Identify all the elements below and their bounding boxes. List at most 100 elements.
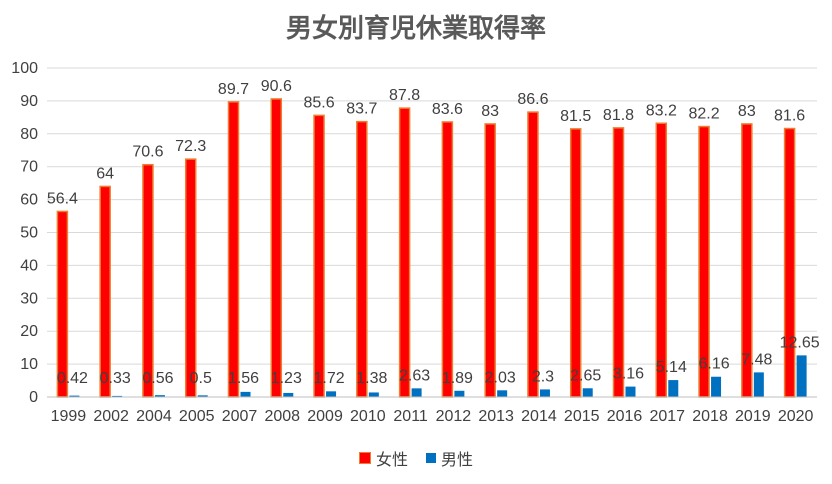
data-label-male: 2.3 [532, 368, 554, 385]
bar-female [655, 122, 668, 398]
data-label-female: 83 [738, 103, 756, 120]
bar-female [527, 111, 539, 398]
data-label-male: 0.42 [57, 370, 88, 387]
data-label-female: 85.6 [303, 94, 334, 111]
x-tick-label: 2007 [222, 408, 258, 425]
x-tick-label: 2012 [436, 408, 472, 425]
data-label-female: 64 [96, 165, 114, 182]
x-tick-label: 2014 [521, 408, 557, 425]
data-label-male: 1.56 [228, 370, 259, 387]
bar-male [582, 388, 593, 397]
bar-male [753, 372, 764, 397]
x-tick-label: 2017 [649, 408, 685, 425]
data-label-male: 1.38 [356, 370, 387, 387]
data-label-female: 87.8 [389, 87, 420, 104]
bar-female [783, 127, 796, 398]
x-tick-label: 2016 [607, 408, 643, 425]
bar-female [227, 101, 240, 398]
data-label-male: 5.14 [656, 359, 687, 376]
bar-female [569, 128, 582, 398]
x-tick-label: 2011 [393, 408, 428, 425]
bar-male [368, 392, 379, 397]
legend-item-female: 女性 [358, 446, 408, 470]
bar-male [711, 376, 722, 397]
bar-male [668, 380, 679, 397]
data-label-male: 2.63 [399, 367, 430, 384]
data-label-female: 83.7 [346, 101, 377, 118]
data-label-female: 82.2 [688, 106, 719, 123]
chart-title: 男女別育児休業取得率 [285, 14, 546, 44]
data-label-male: 1.72 [313, 370, 344, 387]
bar-male [112, 395, 123, 397]
data-label-male: 1.23 [271, 370, 302, 387]
bar-male [326, 391, 337, 397]
data-label-female: 56.4 [47, 190, 78, 207]
x-tick-label: 2002 [93, 408, 129, 425]
bar-female [612, 127, 625, 398]
bar-male [154, 395, 165, 397]
x-tick-label: 2005 [179, 408, 215, 425]
bar-female [484, 123, 496, 398]
data-label-female: 72.3 [175, 138, 206, 155]
bar-female [270, 98, 283, 398]
legend-swatch-male [426, 453, 436, 463]
x-tick-label: 2009 [307, 408, 343, 425]
bar-female [99, 185, 111, 398]
bar-male [796, 355, 807, 397]
bar-male [283, 392, 294, 397]
data-label-female: 81.8 [603, 107, 634, 124]
x-tick-label: 2018 [692, 408, 728, 425]
y-tick-label: 20 [20, 323, 38, 340]
bar-female [356, 120, 368, 398]
data-label-female: 83.2 [646, 102, 677, 119]
y-tick-label: 80 [20, 126, 38, 143]
legend-swatch-female [358, 452, 371, 464]
legend-label-female: 女性 [375, 450, 408, 469]
data-label-male: 3.16 [613, 366, 644, 383]
y-tick-label: 70 [20, 159, 38, 176]
data-label-female: 83 [481, 103, 499, 120]
bar-male [497, 390, 508, 397]
bar-female [142, 163, 154, 398]
data-label-female: 81.5 [560, 108, 591, 125]
y-tick-label: 90 [20, 93, 38, 110]
legend-label-male: 男性 [441, 450, 474, 469]
data-label-male: 7.48 [741, 351, 772, 368]
x-tick-label: 2013 [478, 408, 514, 425]
x-tick-label: 2010 [350, 408, 386, 425]
y-tick-label: 0 [29, 389, 38, 406]
bar-male [240, 391, 251, 397]
data-label-male: 6.16 [698, 356, 729, 373]
bar-male [411, 388, 422, 397]
y-tick-label: 60 [20, 192, 38, 209]
data-label-male: 0.33 [100, 370, 131, 387]
data-label-female: 86.6 [517, 91, 548, 108]
data-label-male: 1.89 [442, 370, 473, 387]
data-label-male: 0.5 [190, 370, 212, 387]
bar-male [197, 395, 208, 397]
bar-male [625, 386, 636, 397]
data-label-female: 70.6 [132, 144, 163, 161]
bar-male [539, 389, 550, 397]
bar-female [184, 158, 197, 398]
y-tick-label: 50 [20, 225, 38, 242]
x-tick-label: 2015 [564, 408, 600, 425]
data-label-male: 0.56 [142, 370, 173, 387]
x-tick-label: 1999 [51, 408, 87, 425]
data-label-female: 89.7 [218, 81, 249, 98]
x-tick-label: 2020 [778, 408, 814, 425]
data-label-female: 90.6 [261, 78, 292, 95]
data-label-female: 83.6 [432, 101, 463, 118]
y-tick-label: 40 [20, 257, 38, 274]
x-tick-label: 2004 [136, 408, 172, 425]
data-label-female: 81.6 [774, 108, 805, 125]
y-tick-label: 100 [11, 60, 38, 77]
bar-female [313, 114, 325, 398]
y-tick-label: 10 [20, 356, 38, 373]
bar-female [398, 107, 411, 398]
x-tick-label: 2008 [264, 408, 300, 425]
bar-female [441, 121, 454, 398]
x-tick-label: 2019 [735, 408, 771, 425]
